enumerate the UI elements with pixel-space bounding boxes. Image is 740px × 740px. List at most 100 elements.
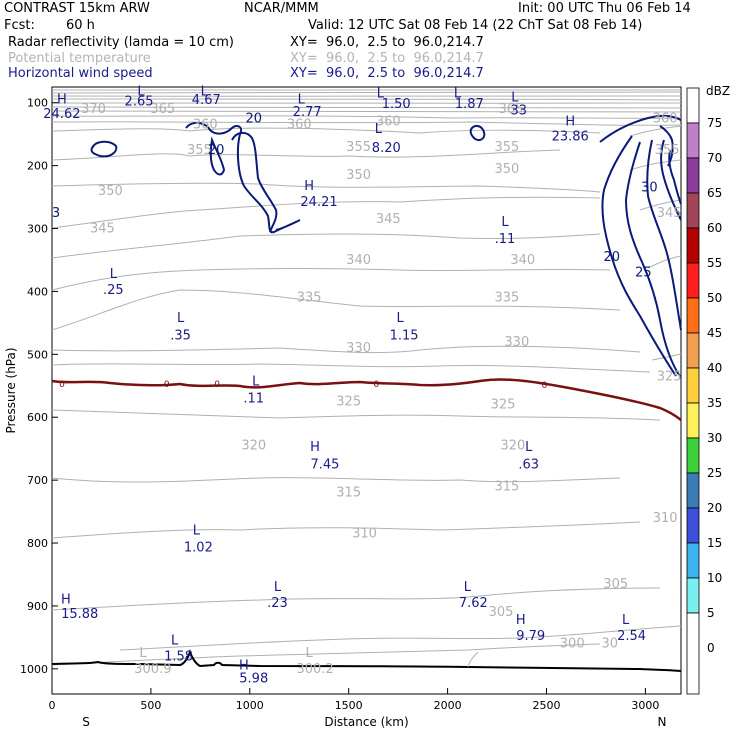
colorbar-swatch [686, 437, 700, 474]
org-label: NCAR/MMM [244, 1, 319, 16]
theta-label: 360 [193, 118, 218, 133]
extremum-value: 1.87 [455, 97, 484, 112]
y-tick-label: 200 [27, 160, 48, 173]
wind-speed-label: 30 [641, 181, 658, 196]
theta-label: 360 [653, 111, 678, 126]
wind-speed-label: 3 [52, 206, 60, 221]
colorbar-level-label: 15 [707, 536, 722, 550]
extremum-marker: L [525, 440, 533, 455]
init-label: Init: 00 UTC Thu 06 Feb 14 [518, 1, 691, 16]
extremum-value: 1.15 [390, 328, 419, 343]
extremum-value: 9.79 [516, 629, 545, 644]
theta-label: 315 [336, 486, 361, 501]
extremum-value: 7.45 [310, 457, 339, 472]
fcst-value: 60 h [66, 18, 95, 33]
colorbar-level-label: 45 [707, 326, 722, 340]
wind-speed-label: 20 [208, 143, 225, 158]
extremum-marker: L [177, 311, 185, 326]
extremum-marker: L [298, 93, 306, 108]
colorbar-swatch [686, 402, 700, 439]
theta-label: 335 [495, 291, 520, 306]
extremum-marker: L [397, 311, 405, 326]
colorbar-swatch [686, 472, 700, 509]
theta-label: 310 [352, 527, 377, 542]
extremum-value: .11 [495, 232, 516, 247]
extremum-value: .63 [518, 457, 539, 472]
colorbar-swatch [686, 542, 700, 579]
colorbar-swatch [686, 297, 700, 334]
theta-label: 350 [495, 162, 520, 177]
x-tick-label: 1000 [236, 699, 264, 712]
field2-label: Potential temperature [8, 51, 151, 66]
theta-label: 325 [491, 398, 516, 413]
wind-speed-label: 20 [603, 250, 620, 265]
theta-contours-right [629, 125, 682, 361]
extremum-value: .35 [170, 328, 191, 343]
theta-label: 315 [495, 479, 520, 494]
freezing-level-label: 0 [542, 381, 548, 391]
colorbar-level-label: 55 [707, 256, 722, 270]
extremum-value: 5.98 [239, 671, 268, 686]
y-tick-label: 800 [27, 537, 48, 550]
theta-label: 355 [655, 143, 680, 158]
fcst-label: Fcst: [4, 18, 35, 33]
field1-label: Radar reflectivity (lamda = 10 cm) [8, 35, 234, 50]
y-tick-label: 600 [27, 411, 48, 424]
wind-speed-label: 20 [245, 111, 262, 126]
extremum-value: 24.21 [300, 195, 337, 210]
extremum-value: .11 [243, 391, 264, 406]
theta-label: 325 [657, 369, 682, 384]
y-tick-label: 1000 [20, 663, 48, 676]
theta-label: 345 [376, 212, 401, 227]
y-tick-label: 900 [27, 600, 48, 613]
x-tick-label: 0 [49, 699, 56, 712]
colorbar-swatch [686, 507, 700, 544]
extremum-value: 300.9 [134, 662, 171, 677]
extremum-marker: L [137, 84, 145, 99]
theta-label: 355 [495, 140, 520, 155]
theta-label: 365 [150, 102, 175, 117]
theta-label: 345 [90, 222, 115, 237]
colorbar-level-label: 40 [707, 361, 722, 375]
theta-label: 360 [287, 118, 312, 133]
endpoint-left-label: S [82, 715, 90, 729]
theta-label: 370 [81, 102, 106, 117]
y-axis-title: Pressure (hPa) [4, 347, 18, 433]
extremum-marker: L [377, 86, 385, 101]
field2-xy: XY= 96.0, 2.5 to 96.0,214.7 [290, 51, 484, 66]
colorbar-level-label: 10 [707, 571, 722, 585]
extremum-marker: L [201, 84, 209, 99]
theta-label: 305 [603, 577, 628, 592]
colorbar-swatch [686, 227, 700, 264]
colorbar-swatch [686, 332, 700, 369]
x-axis-title: Distance (km) [324, 715, 408, 729]
extremum-marker: L [464, 580, 472, 595]
theta-label: 320 [241, 439, 266, 454]
y-tick-label: 400 [27, 285, 48, 298]
field1-xy: XY= 96.0, 2.5 to 96.0,214.7 [290, 35, 484, 50]
theta-label: 300 [560, 637, 585, 652]
extremum-marker: H [516, 613, 526, 628]
field3-xy: XY= 96.0, 2.5 to 96.0,214.7 [290, 66, 484, 81]
x-tick-label: 3000 [631, 699, 659, 712]
colorbar-swatch [686, 262, 700, 299]
extremum-marker: L [274, 580, 282, 595]
theta-label: 330 [504, 335, 529, 350]
theta-label: 350 [346, 168, 371, 183]
colorbar-level-label: 20 [707, 501, 722, 515]
extremum-marker: L [454, 86, 462, 101]
freezing-level-label: 0 [374, 380, 380, 390]
colorbar-unit: dBZ [706, 84, 730, 98]
wind-labels: 20 20 20 25 30 3 [52, 111, 658, 280]
colorbar-level-label: 75 [707, 116, 722, 130]
extremum-value: 2.54 [617, 629, 646, 644]
extremum-marker: H [57, 93, 67, 108]
extremum-value: 2.65 [125, 94, 154, 109]
theta-label: 355 [346, 140, 371, 155]
x-tick-label: 1500 [335, 699, 363, 712]
theta-label: 335 [297, 291, 322, 306]
colorbar-level-label: 25 [707, 466, 722, 480]
extremum-value: 1.50 [382, 97, 411, 112]
